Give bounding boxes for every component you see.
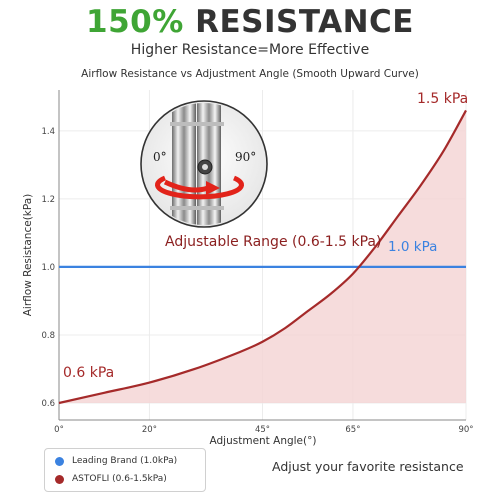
- x-tick-label: 90°: [458, 425, 473, 435]
- y-tick-label: 1.2: [41, 195, 55, 205]
- range-fill-area: [59, 110, 466, 403]
- knob-max-label: 90°: [235, 150, 256, 164]
- legend-dot-blue: [55, 456, 64, 466]
- y-tick-label: 0.6: [41, 399, 55, 409]
- y-tick-label: 1.0: [41, 263, 55, 273]
- knob-illustration: 0° 90°: [140, 100, 268, 228]
- x-tick-label: 45°: [255, 425, 270, 435]
- legend-dot-red: [55, 474, 64, 484]
- brand-value-label: 1.0 kPa: [388, 239, 437, 255]
- x-axis-label: Adjustment Angle(°): [210, 435, 317, 447]
- y-axis-label: Airflow Resistance(kPa): [22, 194, 34, 317]
- legend-item-astofli: ASTOFLI (0.6-1.5kPa): [55, 474, 167, 484]
- subtitle: Higher Resistance=More Effective: [130, 42, 370, 58]
- legend-item-leading-brand: Leading Brand (1.0kPa): [55, 456, 177, 466]
- series-line-astofli: [58, 109, 467, 405]
- y-tick-label: 1.4: [41, 127, 55, 137]
- max-value-label: 1.5 kPa: [417, 91, 468, 107]
- series: [58, 109, 467, 405]
- knob-min-label: 0°: [153, 150, 167, 164]
- adjustable-range-label: Adjustable Range (0.6-1.5 kPa): [165, 234, 381, 250]
- axes: [58, 90, 466, 421]
- y-tick-label: 0.8: [41, 331, 55, 341]
- x-tick-label: 20°: [142, 425, 157, 435]
- headline: 150% RESISTANCE: [0, 4, 500, 40]
- min-value-label: 0.6 kPa: [63, 365, 114, 381]
- tagline: Adjust your favorite resistance: [272, 459, 464, 474]
- legend-label-astofli: ASTOFLI (0.6-1.5kPa): [72, 474, 167, 484]
- chart-title: Airflow Resistance vs Adjustment Angle (…: [81, 68, 419, 80]
- legend: Leading Brand (1.0kPa) ASTOFLI (0.6-1.5k…: [44, 448, 206, 492]
- headline-highlight: 150%: [86, 4, 184, 40]
- legend-label-leading-brand: Leading Brand (1.0kPa): [72, 456, 178, 466]
- x-tick-label: 65°: [345, 425, 360, 435]
- headline-rest: RESISTANCE: [183, 4, 414, 40]
- tick-labels: 0° 20° 45° 65° 90° 0.6 0.8 1.0 1.2 1.4: [41, 127, 473, 435]
- x-tick-label: 0°: [54, 425, 64, 435]
